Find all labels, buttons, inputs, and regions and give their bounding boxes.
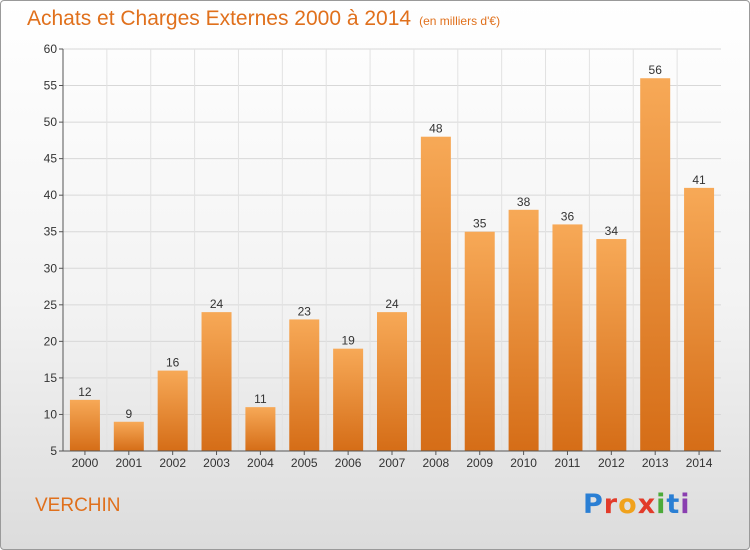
- bar-2004: [245, 407, 276, 451]
- axis-layer: 5 10 15 20 25 30 35 40 45 50 55 60 2000 2001 2002 2003 2…: [44, 42, 721, 470]
- x-tick-label-2011: 2011: [555, 456, 581, 470]
- bar-2011: [552, 224, 583, 451]
- bar-layer: 12 9 16 24 11 23 19 24 48 35 38 36 34 56 41: [69, 63, 715, 452]
- data-label-2007: 24: [385, 297, 399, 311]
- data-label-2012: 34: [605, 224, 619, 238]
- x-tick-label-2003: 2003: [203, 456, 230, 470]
- chart-subtitle: (en milliers d'€): [419, 14, 501, 28]
- data-label-2003: 24: [210, 297, 224, 311]
- y-tick-label: 55: [44, 79, 58, 93]
- bar-2010: [508, 209, 539, 451]
- chart-title: Achats et Charges Externes 2000 à 2014 (e…: [27, 7, 500, 31]
- x-tick-label-2010: 2010: [510, 456, 537, 470]
- x-tick-label-2004: 2004: [247, 456, 274, 470]
- bar-2007: [377, 312, 407, 451]
- data-label-2010: 38: [517, 195, 531, 209]
- bar-2000: [69, 399, 100, 451]
- data-label-2004: 11: [254, 392, 267, 406]
- y-tick-label: 25: [44, 298, 58, 312]
- x-tick-label-2006: 2006: [335, 456, 362, 470]
- x-tick-label-2005: 2005: [291, 456, 318, 470]
- data-label-2011: 36: [561, 209, 575, 223]
- bar-2012: [596, 239, 627, 451]
- data-label-2006: 19: [341, 334, 355, 348]
- y-tick-label: 50: [44, 115, 58, 129]
- x-tick-label-2007: 2007: [379, 456, 406, 470]
- y-tick-label: 5: [50, 444, 57, 458]
- x-tick-label-2013: 2013: [642, 456, 669, 470]
- bar-2003: [201, 312, 232, 451]
- town-name: VERCHIN: [35, 495, 121, 516]
- proxiti-logo: Proxiti: [583, 489, 691, 520]
- bar-2014: [684, 187, 715, 451]
- y-tick-label: 35: [44, 225, 58, 239]
- y-tick-label: 45: [44, 152, 58, 166]
- y-tick-label: 15: [44, 371, 58, 385]
- x-tick-label-2000: 2000: [72, 456, 99, 470]
- bar-2002: [157, 370, 188, 451]
- data-label-2008: 48: [429, 122, 443, 136]
- y-tick-label: 30: [44, 261, 58, 275]
- x-tick-label-2001: 2001: [115, 456, 142, 470]
- bar-2001: [113, 421, 144, 451]
- data-label-2013: 56: [649, 63, 663, 77]
- x-tick-label-2008: 2008: [423, 456, 450, 470]
- y-tick-label: 10: [44, 407, 58, 421]
- bar-2005: [289, 319, 320, 451]
- data-label-2014: 41: [692, 173, 706, 187]
- data-label-2001: 9: [125, 407, 132, 421]
- data-label-2002: 16: [166, 356, 180, 370]
- bar-2006: [333, 348, 364, 451]
- data-label-2000: 12: [78, 385, 92, 399]
- y-tick-label: 40: [44, 188, 58, 202]
- y-tick-label: 20: [44, 334, 58, 348]
- data-label-2009: 35: [473, 217, 487, 231]
- x-tick-label-2009: 2009: [466, 456, 493, 470]
- x-tick-label-2012: 2012: [598, 456, 625, 470]
- bar-2013: [640, 78, 671, 452]
- x-tick-label-2002: 2002: [159, 456, 186, 470]
- bar-2008: [420, 136, 451, 451]
- bar-2009: [464, 231, 495, 451]
- y-tick-label: 60: [44, 42, 58, 56]
- chart-title-text: Achats et Charges Externes 2000 à 2014: [27, 7, 412, 30]
- x-tick-label-2014: 2014: [686, 456, 713, 470]
- data-label-2005: 23: [298, 304, 312, 318]
